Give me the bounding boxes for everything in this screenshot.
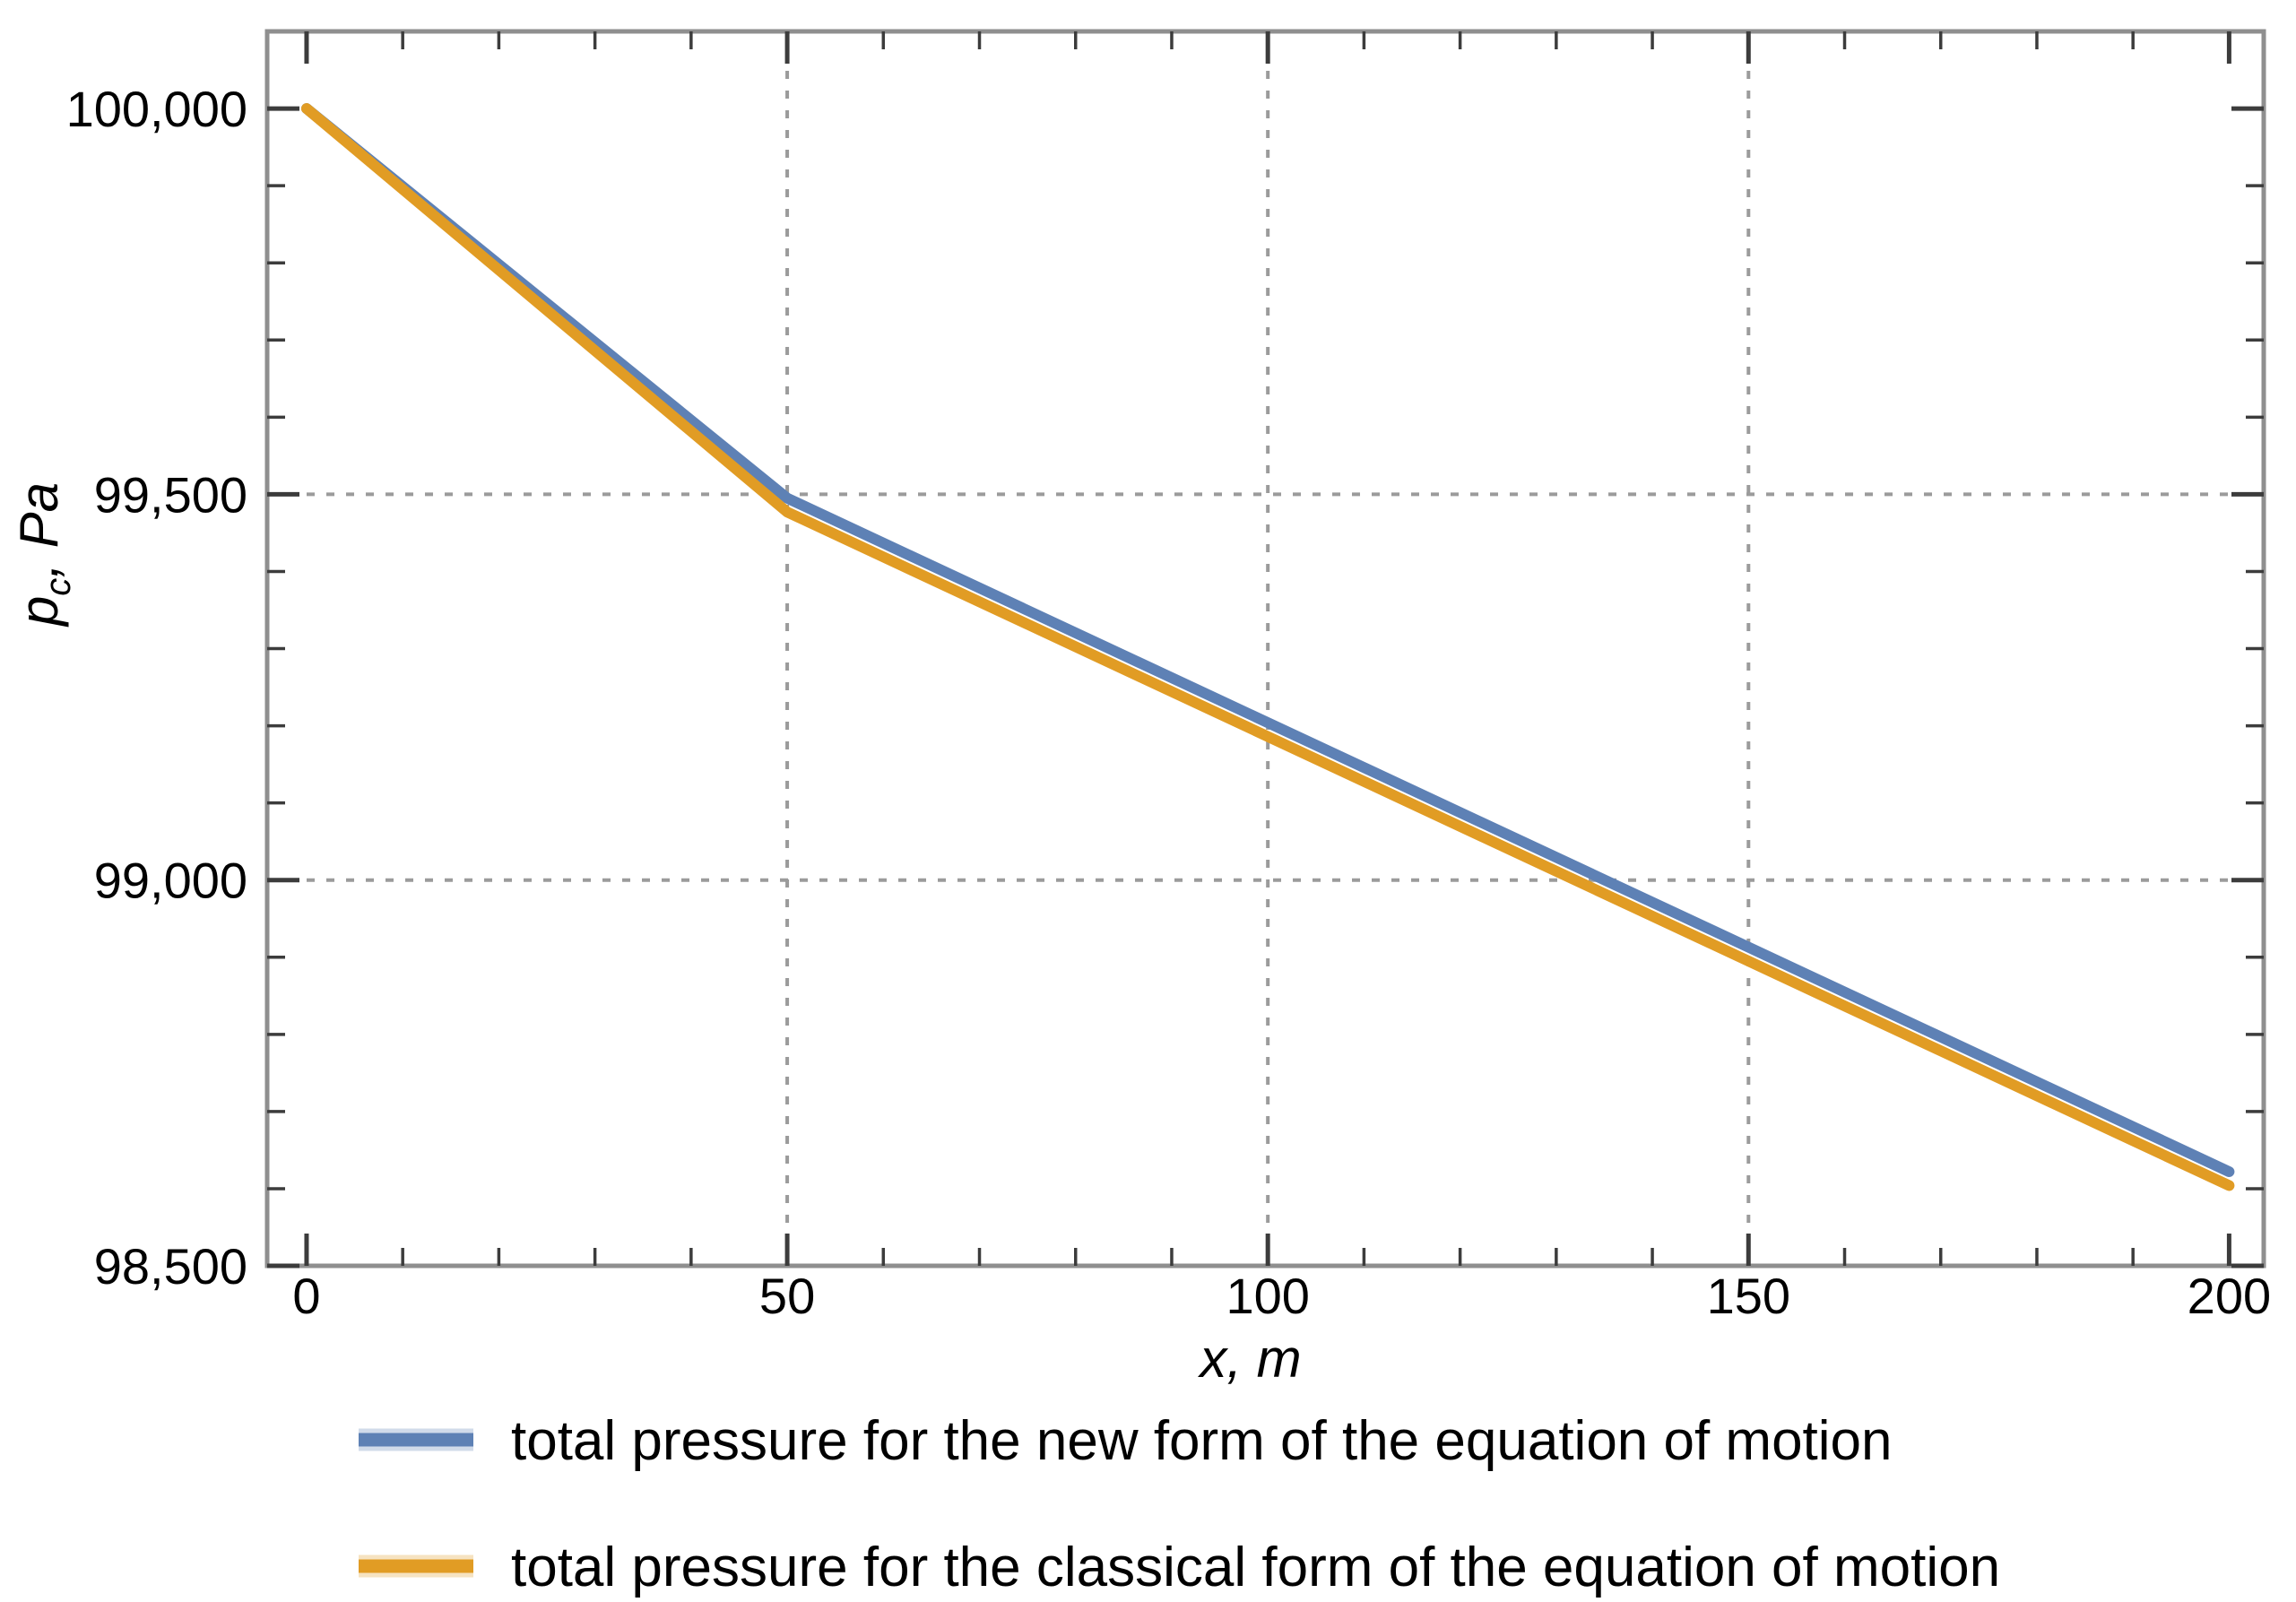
plot-frame — [264, 29, 2266, 1269]
y-tick-label-98500: 98,500 — [94, 1238, 247, 1295]
x-axis-label: x, m — [1197, 1329, 1301, 1389]
gridlines — [267, 31, 2264, 1266]
y-axis-label-subscript: c — [39, 578, 78, 596]
series-line-new-form — [300, 103, 2235, 1178]
y-axis-label-symbol: p — [9, 596, 69, 628]
series-line-classical-form — [300, 103, 2235, 1191]
legend-label-new-form: total pressure for the new form of the e… — [511, 1410, 1893, 1472]
x-tick-label-100: 100 — [1226, 1268, 1309, 1324]
legend-item-new-form: total pressure for the new form of the e… — [359, 1410, 1893, 1472]
y-axis-label-units: , Pa — [9, 482, 69, 578]
axes-and-ticks: 0 50 100 150 200 98,500 99,000 99,500 100,000 — [66, 29, 2271, 1324]
x-tick-label-50: 50 — [759, 1268, 815, 1324]
x-tick-label-0: 0 — [292, 1268, 320, 1324]
legend: total pressure for the new form of the e… — [359, 1410, 2000, 1598]
y-tick-label-100000: 100,000 — [66, 81, 247, 137]
y-tick-label-99000: 99,000 — [94, 853, 247, 909]
x-tick-label-150: 150 — [1707, 1268, 1790, 1324]
legend-item-classical-form: total pressure for the classical form of… — [359, 1537, 2000, 1598]
legend-label-classical-form: total pressure for the classical form of… — [511, 1537, 2000, 1598]
y-axis-label: pc, Pa — [9, 482, 78, 628]
y-tick-label-99500: 99,500 — [94, 466, 247, 523]
x-tick-label-200: 200 — [2188, 1268, 2271, 1324]
series-lines — [300, 103, 2235, 1191]
